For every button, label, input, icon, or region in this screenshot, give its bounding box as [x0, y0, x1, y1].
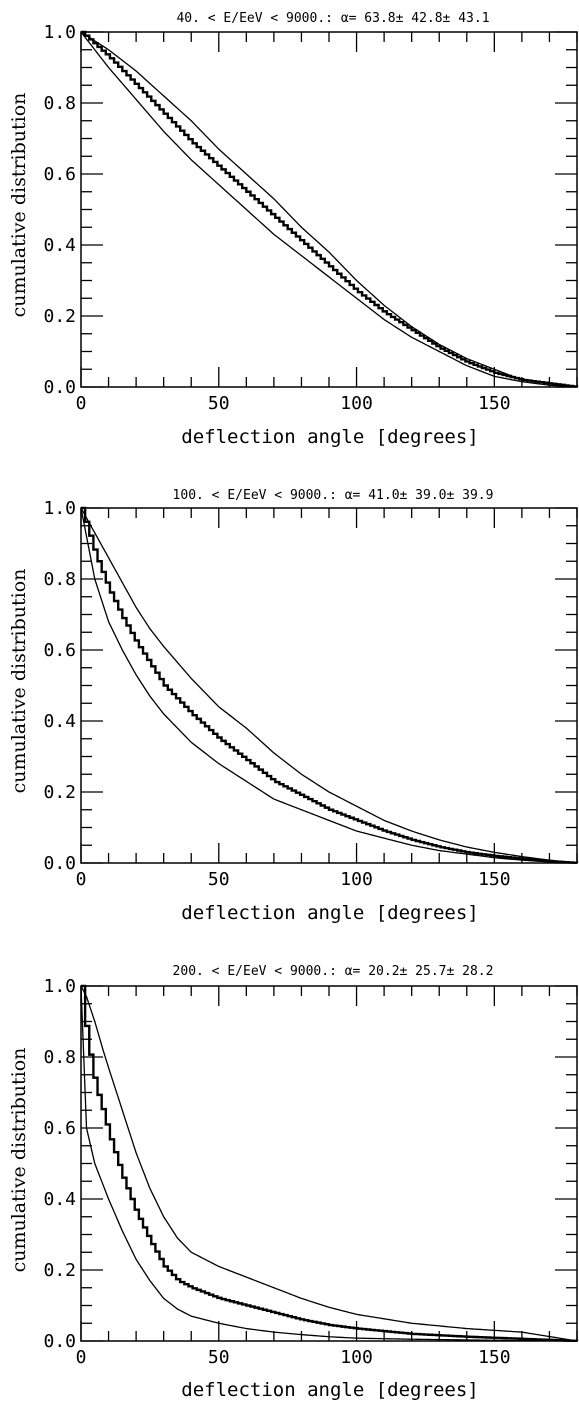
panel-2-ylabel-group: cumulative distribution	[8, 569, 30, 794]
central-cumulative-curve	[81, 30, 579, 388]
y-tick-label: 1.0	[43, 22, 76, 43]
panel-3-curves	[80, 984, 579, 1343]
panel-1: 40. < E/EeV < 9000.: α= 63.8± 42.8± 43.1…	[8, 11, 579, 448]
x-tick-label: 50	[208, 1347, 230, 1368]
panel-2-tick-labels: 0.0 0.2 0.4 0.6 0.8 1.0 0 50 100 150	[43, 498, 510, 890]
panel-3-tick-labels: 0.0 0.2 0.4 0.6 0.8 1.0 0 50 100 150	[43, 976, 510, 1368]
upper-band-curve	[80, 985, 578, 1342]
y-tick-label: 1.0	[43, 976, 76, 997]
panel-3-ylabel: cumulative distribution	[8, 1048, 30, 1273]
panel-1-title: 40. < E/EeV < 9000.: α= 63.8± 42.8± 43.1	[176, 11, 489, 26]
panel-2-curves	[80, 506, 579, 864]
x-tick-label: 100	[340, 869, 373, 890]
lower-band-curve	[80, 507, 578, 864]
y-tick-label: 0.6	[43, 164, 76, 185]
panel-1-ticks	[80, 31, 578, 388]
panel-1-xlabel: deflection angle [degrees]	[181, 426, 478, 448]
panel-2-xlabel: deflection angle [degrees]	[181, 902, 478, 924]
panel-1-ylabel-group: cumulative distribution	[8, 93, 30, 318]
central-cumulative-curve	[81, 984, 579, 1343]
x-tick-label: 150	[478, 1347, 511, 1368]
x-tick-label: 50	[208, 393, 230, 414]
x-tick-label: 0	[76, 869, 87, 890]
y-tick-label: 0.2	[43, 782, 76, 803]
y-tick-label: 0.4	[43, 711, 76, 732]
y-tick-label: 0.0	[43, 1331, 76, 1352]
x-tick-label: 0	[76, 1347, 87, 1368]
y-tick-label: 0.4	[43, 1189, 76, 1210]
y-tick-label: 0.8	[43, 1047, 76, 1068]
panel-2: 100. < E/EeV < 9000.: α= 41.0± 39.0± 39.…	[8, 488, 579, 924]
x-tick-label: 0	[76, 393, 87, 414]
panel-1-tick-labels: 0.0 0.2 0.4 0.6 0.8 1.0 0 50 100 150	[43, 22, 510, 414]
upper-band-curve	[80, 507, 578, 864]
panel-2-title: 100. < E/EeV < 9000.: α= 41.0± 39.0± 39.…	[173, 488, 494, 503]
y-tick-label: 0.8	[43, 569, 76, 590]
panel-3-xlabel: deflection angle [degrees]	[181, 1379, 478, 1401]
y-tick-label: 1.0	[43, 498, 76, 519]
x-tick-label: 100	[340, 393, 373, 414]
panel-3-title: 200. < E/EeV < 9000.: α= 20.2± 25.7± 28.…	[173, 964, 494, 979]
x-tick-label: 150	[478, 869, 511, 890]
y-tick-label: 0.6	[43, 640, 76, 661]
upper-band-curve	[80, 31, 578, 388]
y-tick-label: 0.0	[43, 853, 76, 874]
lower-band-curve	[80, 985, 578, 1342]
central-cumulative-curve	[81, 506, 579, 864]
y-tick-label: 0.8	[43, 93, 76, 114]
panel-1-ylabel: cumulative distribution	[8, 93, 30, 318]
panel-3-ylabel-group: cumulative distribution	[8, 1048, 30, 1273]
panel-3-ticks	[80, 985, 578, 1342]
y-tick-label: 0.6	[43, 1118, 76, 1139]
panel-2-ylabel: cumulative distribution	[8, 569, 30, 794]
x-tick-label: 100	[340, 1347, 373, 1368]
panel-2-ticks	[80, 507, 578, 864]
lower-band-curve	[80, 31, 578, 388]
panel-1-curves	[80, 30, 579, 388]
panel-3: 200. < E/EeV < 9000.: α= 20.2± 25.7± 28.…	[8, 964, 579, 1401]
x-tick-label: 50	[208, 869, 230, 890]
y-tick-label: 0.4	[43, 235, 76, 256]
y-tick-label: 0.2	[43, 306, 76, 327]
y-tick-label: 0.0	[43, 377, 76, 398]
panel-1-frame	[80, 31, 578, 388]
y-tick-label: 0.2	[43, 1260, 76, 1281]
x-tick-label: 150	[478, 393, 511, 414]
